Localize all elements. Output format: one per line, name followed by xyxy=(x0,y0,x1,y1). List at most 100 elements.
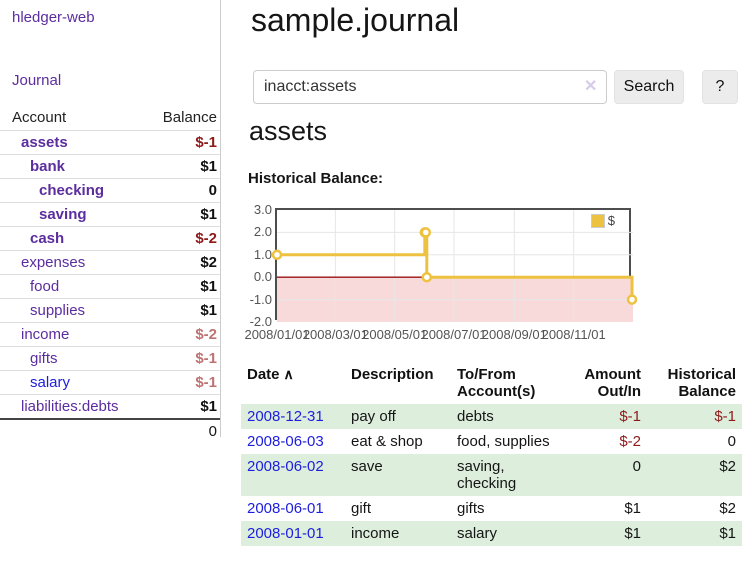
txn-description: income xyxy=(351,525,400,542)
legend-swatch-icon xyxy=(590,213,605,228)
txn-balance: $2 xyxy=(719,458,736,475)
txn-accounts: debts xyxy=(457,408,494,425)
account-balance: $-1 xyxy=(195,134,217,151)
account-balance: $1 xyxy=(139,202,220,227)
y-axis-tick-label: 1.0 xyxy=(253,246,272,262)
transactions-table: Date ∧ Description To/From Account(s) Amount… xyxy=(241,362,742,546)
account-row: income $-2 xyxy=(0,322,220,347)
x-axis-tick-label: 2008/01/01 xyxy=(244,327,310,342)
transaction-date-link[interactable]: 2008-06-02 xyxy=(247,458,324,475)
transaction-row: 2008-06-01 gift gifts $1 $2 xyxy=(241,496,742,521)
account-link[interactable]: salary xyxy=(30,374,71,391)
account-row: gifts $-1 xyxy=(0,346,220,371)
data-point[interactable] xyxy=(626,294,638,305)
account-link[interactable]: cash xyxy=(30,230,65,247)
txn-amount: $1 xyxy=(624,525,641,542)
txn-header-date[interactable]: Date ∧ xyxy=(247,366,294,383)
legend-label: $ xyxy=(607,213,615,228)
txn-amount: $1 xyxy=(624,500,641,517)
y-axis-tick-label: 3.0 xyxy=(253,202,272,217)
transaction-row: 2008-06-03 eat & shop food, supplies $-2 0 xyxy=(241,429,742,454)
txn-accounts: gifts xyxy=(457,500,485,517)
txn-header-accounts: To/From Account(s) xyxy=(457,366,536,400)
account-link[interactable]: gifts xyxy=(30,350,58,367)
sort-ascending-icon: ∧ xyxy=(283,366,294,382)
transaction-date-link[interactable]: 2008-01-01 xyxy=(247,525,324,542)
x-axis-tick-label: 2008/03/01 xyxy=(302,327,368,342)
page-title: sample.journal xyxy=(251,2,460,38)
account-balance: $-1 xyxy=(139,370,220,395)
account-row: supplies $1 xyxy=(0,298,220,323)
historical-balance-chart: $ 3.0 2.0 1.0 0.0 -1.0 -2.0 2008/01/01 2008/03… xyxy=(232,202,742,354)
x-axis-tick-label: 2008/07/01 xyxy=(421,327,487,342)
account-link[interactable]: checking xyxy=(39,182,105,199)
account-link[interactable]: saving xyxy=(39,206,87,223)
account-balance: $-2 xyxy=(139,226,220,251)
account-heading: assets xyxy=(249,116,328,146)
accounts-total-value: 0 xyxy=(0,418,220,443)
sidebar: hledger-web Journal Account Balance asse… xyxy=(0,0,221,443)
y-axis-tick-label: 2.0 xyxy=(253,224,272,240)
x-axis-tick-label: 2008/09/01 xyxy=(481,327,547,342)
help-button[interactable]: ? xyxy=(702,70,738,104)
y-axis-tick-label: -2.0 xyxy=(249,314,272,329)
accounts-total-row: 0 xyxy=(0,418,220,443)
account-row: saving $1 xyxy=(0,202,220,227)
account-link[interactable]: food xyxy=(30,278,60,295)
account-balance: $-1 xyxy=(139,346,220,371)
account-row: cash $-2 xyxy=(0,226,220,251)
x-axis-tick-label: 2008/05/01 xyxy=(362,327,428,342)
account-row: checking 0 xyxy=(0,178,220,203)
sidebar-item-journal[interactable]: Journal xyxy=(12,72,62,89)
data-point[interactable] xyxy=(271,249,283,261)
data-point[interactable] xyxy=(420,227,432,238)
txn-accounts: saving, checking xyxy=(457,458,517,492)
app-brand-link[interactable]: hledger-web xyxy=(12,9,95,26)
account-balance: $1 xyxy=(139,394,220,419)
account-balance: $-2 xyxy=(139,322,220,347)
transaction-date-link[interactable]: 2008-06-03 xyxy=(247,433,324,450)
account-balance: $1 xyxy=(139,274,220,299)
account-balance: $1 xyxy=(139,154,220,179)
account-balance: $2 xyxy=(139,250,220,275)
chart-canvas xyxy=(271,210,638,322)
account-link[interactable]: assets xyxy=(21,134,68,151)
txn-accounts: salary xyxy=(457,525,498,542)
search-button[interactable]: Search xyxy=(614,70,684,104)
x-axis-tick-label: 2008/11/01 xyxy=(541,327,606,342)
clear-search-icon[interactable]: ✕ xyxy=(584,78,598,95)
y-axis-tick-label: 0.0 xyxy=(253,269,272,285)
txn-header-description: Description xyxy=(351,366,434,383)
y-axis-tick-label: -1.0 xyxy=(249,291,272,307)
account-link[interactable]: supplies xyxy=(30,302,86,319)
transaction-date-link[interactable]: 2008-12-31 xyxy=(247,408,324,425)
transaction-row: 2008-01-01 income salary $1 $1 xyxy=(241,521,742,546)
account-row: salary $-1 xyxy=(0,370,220,395)
account-link[interactable]: liabilities:debts xyxy=(21,398,119,415)
transaction-row: 2008-06-02 save saving, checking 0 $2 xyxy=(241,454,742,496)
txn-amount: 0 xyxy=(632,458,641,475)
accounts-header-balance: Balance xyxy=(139,106,220,131)
account-balance: $1 xyxy=(139,298,220,323)
txn-description: save xyxy=(351,458,383,475)
txn-header-balance: Historical Balance xyxy=(667,366,736,400)
txn-header-amount: Amount Out/In xyxy=(584,366,641,400)
txn-description: pay off xyxy=(351,408,396,425)
account-row: liabilities:debts $1 xyxy=(0,394,220,419)
txn-description: gift xyxy=(351,500,372,517)
chart-plot-area: $ xyxy=(271,208,638,322)
account-link[interactable]: income xyxy=(21,326,70,343)
accounts-table: Account Balance assets $-1 bank $1 checking 0… xyxy=(0,106,220,443)
chart-title: Historical Balance: xyxy=(248,170,384,187)
transaction-date-link[interactable]: 2008-06-01 xyxy=(247,500,324,517)
search-input[interactable] xyxy=(253,70,607,104)
data-point[interactable] xyxy=(421,271,433,283)
account-link[interactable]: bank xyxy=(30,158,66,175)
txn-amount: $-1 xyxy=(619,408,641,425)
transaction-row: 2008-12-31 pay off debts $-1 $-1 xyxy=(241,404,742,429)
accounts-header-account: Account xyxy=(0,106,140,131)
txn-description: eat & shop xyxy=(351,433,423,450)
account-link[interactable]: expenses xyxy=(21,254,86,271)
account-balance: 0 xyxy=(139,178,220,203)
txn-accounts: food, supplies xyxy=(457,433,550,450)
